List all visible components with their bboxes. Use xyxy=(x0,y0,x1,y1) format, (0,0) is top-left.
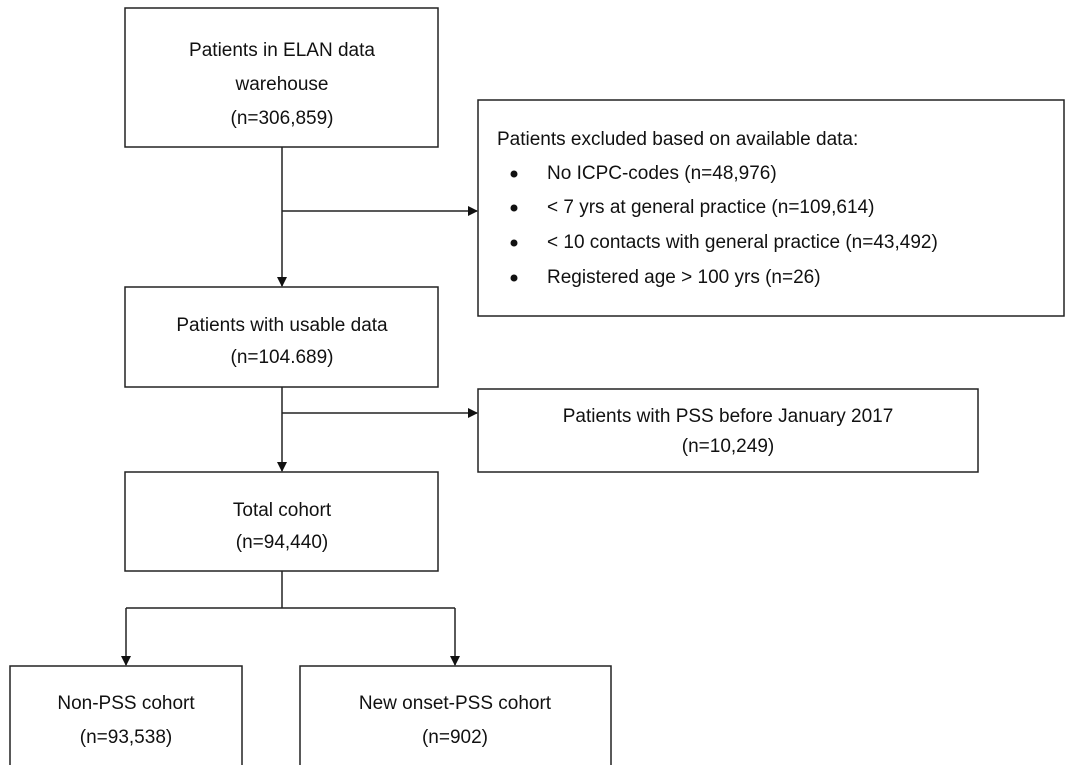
bullet xyxy=(510,274,518,282)
box xyxy=(299,665,612,765)
exclusion-title: Patients excluded based on available dat… xyxy=(497,129,858,150)
bullet xyxy=(510,239,518,247)
exclusion-box xyxy=(477,388,979,473)
node-text: warehouse xyxy=(235,74,329,95)
node-text: (n=104.689) xyxy=(231,347,334,368)
exclusion-box xyxy=(477,99,1065,317)
box xyxy=(124,286,439,388)
node-text: Patients with usable data xyxy=(176,315,388,336)
exclusion-item: < 7 yrs at general practice (n=109,614) xyxy=(547,197,874,218)
node-text: Total cohort xyxy=(233,500,332,521)
box xyxy=(124,471,439,572)
node-text: Non-PSS cohort xyxy=(57,693,195,714)
node-text: (n=94,440) xyxy=(236,532,328,553)
node-text: Patients in ELAN data xyxy=(189,40,375,61)
exclusion-text: (n=10,249) xyxy=(682,436,774,457)
exclusion-item: < 10 contacts with general practice (n=4… xyxy=(547,232,938,253)
connectors xyxy=(121,147,478,666)
exclusion-item: Registered age > 100 yrs (n=26) xyxy=(547,267,821,288)
node-text: (n=306,859) xyxy=(231,108,334,129)
node-text: New onset-PSS cohort xyxy=(359,693,552,714)
exclusion-text: Patients with PSS before January 2017 xyxy=(563,406,894,427)
node-text: (n=902) xyxy=(422,727,488,748)
box xyxy=(124,7,439,148)
box xyxy=(9,665,243,765)
exclusion-item: No ICPC-codes (n=48,976) xyxy=(547,163,777,184)
node-text: (n=93,538) xyxy=(80,727,172,748)
bullet xyxy=(510,204,518,212)
bullet xyxy=(510,170,518,178)
